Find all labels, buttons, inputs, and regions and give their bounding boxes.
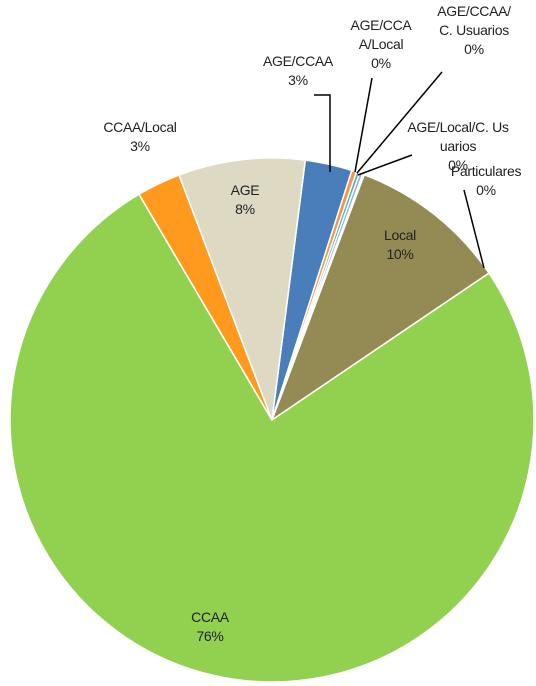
slice-label: Particulares 0% <box>436 162 536 200</box>
slice-value: 0% <box>476 182 496 198</box>
slice-value: 8% <box>235 201 255 217</box>
slices <box>9 157 535 683</box>
slice-name: CCAA/Local <box>103 119 177 135</box>
slice-label: AGE/CCAA 3% <box>248 52 348 90</box>
slice-label: AGE/CCAA/C. Usuarios 0% <box>436 2 512 59</box>
slice-name: AGE/CCAA <box>263 53 333 69</box>
slice-label: CCAA 76% <box>170 608 250 646</box>
slice-label: AGE/CCAA/Local 0% <box>350 16 412 73</box>
slice-value: 3% <box>130 138 150 154</box>
leader-line <box>314 94 331 172</box>
pie-slice <box>9 193 535 683</box>
leader-line <box>356 71 443 174</box>
slice-label: AGE 8% <box>205 181 285 219</box>
slice-value: 76% <box>196 628 224 644</box>
slice-value: 0% <box>371 55 391 71</box>
slice-value: 0% <box>464 41 484 57</box>
slice-label: CCAA/Local 3% <box>100 118 180 156</box>
slice-value: 0% <box>448 157 468 173</box>
leader-line <box>357 154 413 176</box>
slice-name: AGE/CCAA/Local <box>350 17 412 52</box>
slice-name: AGE/CCAA/C. Usuarios <box>437 3 511 38</box>
leader-lines <box>314 71 485 269</box>
leader-line <box>463 189 485 269</box>
slice-value: 3% <box>288 72 308 88</box>
pie-slice <box>178 157 307 421</box>
slice-label: Local 10% <box>360 226 440 264</box>
slice-name: AGE/Local/C. Usuarios <box>407 119 509 154</box>
slice-value: 10% <box>386 246 414 262</box>
slice-name: Particulares <box>450 163 522 179</box>
slice-name: CCAA <box>191 609 229 625</box>
leader-line <box>354 77 373 173</box>
slice-name: Local <box>384 227 416 243</box>
slice-label: AGE/Local/C. Usuarios 0% <box>406 118 510 175</box>
slice-name: AGE <box>230 182 260 198</box>
